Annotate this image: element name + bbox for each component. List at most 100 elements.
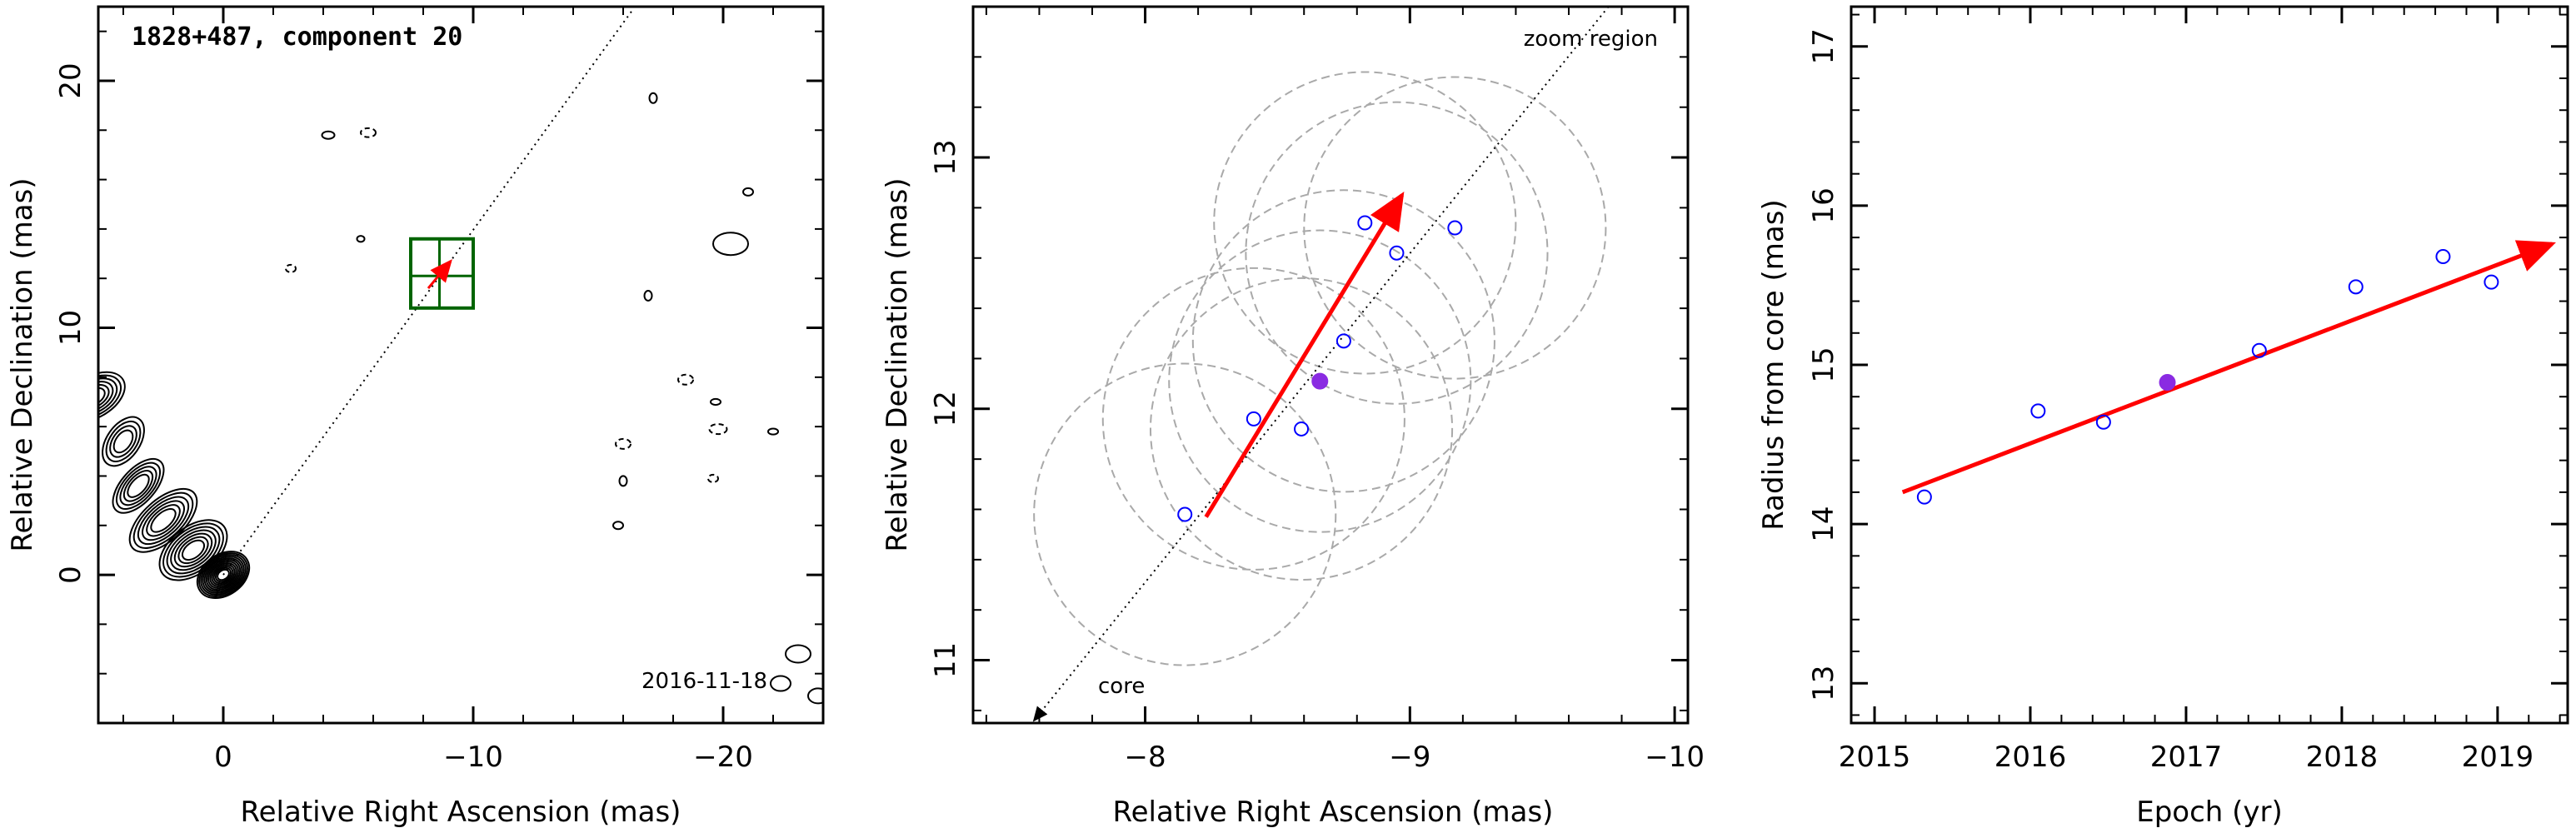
noise-contour — [321, 130, 336, 140]
x-tick-label: −10 — [1645, 741, 1705, 774]
zoom-box — [409, 237, 475, 310]
position-point — [1294, 421, 1310, 436]
error-circle — [1033, 362, 1337, 666]
jet-map-panel: 0 −10 −20 0 10 20 1828+487, component 20 2016… — [6, 5, 825, 829]
x-tick-label: −8 — [1124, 741, 1166, 774]
position-point — [1447, 220, 1463, 236]
y-tick-label: 15 — [1807, 347, 1840, 382]
zoom-panel: −8 −9 −10 11 12 13 zoom region core Relative … — [881, 5, 1705, 829]
jet-contour — [177, 536, 209, 565]
x-axis-title: Epoch (yr) — [2136, 796, 2283, 829]
jet-contour — [146, 504, 181, 537]
error-circle — [1245, 101, 1549, 405]
position-point — [1335, 333, 1351, 349]
radius-point — [2484, 274, 2499, 290]
core-contour — [205, 559, 242, 591]
noise-contour — [707, 473, 719, 483]
jet-contour — [36, 372, 85, 411]
y-tick-label: 20 — [54, 62, 87, 98]
noise-contour — [643, 289, 653, 302]
y-tick-label: 11 — [929, 642, 962, 678]
epoch-date-label: 2016-11-18 — [642, 669, 767, 694]
error-circle — [1213, 71, 1517, 375]
x-tick-label: 2019 — [2462, 741, 2534, 774]
jet-contour — [127, 473, 150, 498]
jet-contour — [115, 461, 162, 510]
position-point — [1246, 411, 1261, 426]
radius-point — [2030, 403, 2046, 419]
position-point — [1357, 215, 1373, 231]
y-tick-label: 13 — [929, 139, 962, 175]
x-axis-title: Relative Right Ascension (mas) — [241, 796, 681, 829]
noise-contour — [612, 521, 624, 531]
noise-contour — [285, 263, 297, 273]
radius-epoch-panel: 2015 2016 2017 2018 2019 13 14 15 16 17 Epoch (yr… — [1757, 5, 2569, 829]
trajectory-line — [1032, 7, 1610, 722]
noise-contour — [356, 235, 366, 243]
noise-contour — [710, 397, 721, 407]
jet-contour — [98, 374, 122, 420]
error-circle — [1101, 267, 1405, 571]
x-tick-label: −20 — [693, 741, 753, 774]
core-contour — [217, 568, 230, 581]
plot-frame — [1850, 5, 2569, 725]
y-tick-label: 10 — [54, 310, 87, 346]
y-tick-label: 16 — [1807, 187, 1840, 223]
jet-contour — [98, 377, 118, 416]
core-contour — [212, 565, 234, 585]
y-tick-label: 13 — [1807, 666, 1840, 701]
axes: −8 −9 −10 11 12 13 — [929, 7, 1705, 774]
jet-contour — [112, 429, 134, 454]
position-point — [1389, 245, 1405, 261]
motion-vector — [1204, 192, 1405, 518]
jet-contour — [181, 539, 206, 561]
map-title: 1828+487, component 20 — [132, 22, 462, 52]
x-tick-label: 2016 — [1994, 741, 2067, 774]
plot-frame — [971, 5, 1690, 725]
noise-contour — [807, 687, 823, 705]
jet-contour — [122, 470, 154, 502]
y-axis-title: Relative Declination (mas) — [881, 177, 914, 551]
reference-epoch-point — [2159, 374, 2176, 392]
radius-point — [1916, 489, 1932, 505]
noise-contour — [712, 232, 749, 257]
jet-contour — [173, 532, 213, 568]
jet-contour — [128, 487, 198, 553]
core-contour — [209, 562, 237, 588]
radius-point — [2435, 249, 2451, 265]
y-tick-label: 0 — [54, 566, 87, 584]
jet-contour — [119, 466, 157, 506]
core-contour — [207, 561, 239, 590]
zoom-plot-area — [1032, 7, 1610, 722]
x-tick-label: 2018 — [2306, 741, 2379, 774]
jet-contour — [132, 491, 194, 549]
jet-contour — [112, 457, 165, 514]
jet-contour — [105, 420, 142, 462]
axes: 0 −10 −20 0 10 20 — [54, 7, 823, 774]
noise-contour — [785, 644, 811, 664]
radius-point — [2095, 414, 2111, 430]
core-label: core — [1098, 674, 1145, 699]
y-axis-title: Relative Declination (mas) — [6, 177, 39, 551]
jet-contours — [36, 92, 823, 705]
noise-contour — [770, 675, 791, 692]
jet-contour — [150, 508, 177, 533]
trajectory-line — [222, 8, 634, 576]
jet-contour — [43, 379, 77, 406]
jet-contour — [102, 416, 145, 467]
position-point — [1177, 506, 1193, 522]
noise-contour — [708, 423, 728, 436]
x-axis-title: Relative Right Ascension (mas) — [1113, 796, 1554, 829]
x-tick-label: 2017 — [2150, 741, 2223, 774]
reference-epoch-point — [1311, 372, 1329, 390]
fit-line — [1901, 240, 2556, 495]
map-overlay — [222, 8, 634, 576]
error-circle — [1149, 277, 1454, 581]
y-tick-label: 17 — [1807, 28, 1840, 64]
error-circle — [1303, 76, 1607, 380]
noise-contour — [615, 437, 632, 450]
jet-contour — [98, 387, 106, 407]
motion-vector — [427, 259, 452, 290]
noise-contour — [648, 92, 658, 104]
jet-contour — [170, 529, 217, 571]
